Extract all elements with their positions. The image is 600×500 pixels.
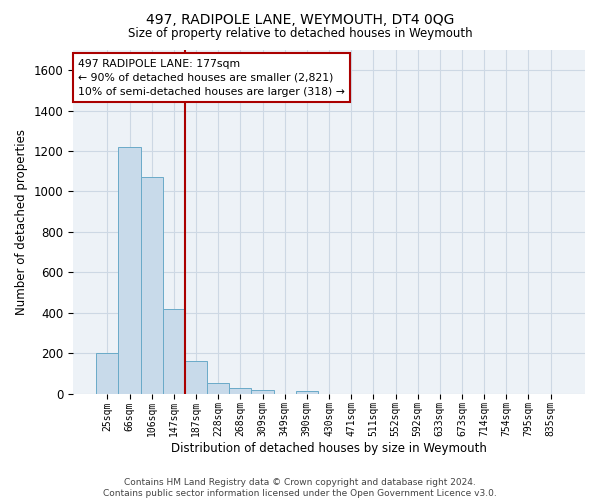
Y-axis label: Number of detached properties: Number of detached properties	[15, 129, 28, 315]
Bar	[296, 390, 318, 394]
X-axis label: Distribution of detached houses by size in Weymouth: Distribution of detached houses by size …	[171, 442, 487, 455]
Bar	[140, 178, 163, 394]
Bar	[118, 147, 140, 394]
Text: Contains HM Land Registry data © Crown copyright and database right 2024.
Contai: Contains HM Land Registry data © Crown c…	[103, 478, 497, 498]
Bar	[96, 353, 118, 394]
Bar	[163, 308, 185, 394]
Text: 497 RADIPOLE LANE: 177sqm
← 90% of detached houses are smaller (2,821)
10% of se: 497 RADIPOLE LANE: 177sqm ← 90% of detac…	[78, 58, 345, 96]
Bar	[229, 388, 251, 394]
Bar	[185, 361, 207, 394]
Text: 497, RADIPOLE LANE, WEYMOUTH, DT4 0QG: 497, RADIPOLE LANE, WEYMOUTH, DT4 0QG	[146, 12, 454, 26]
Bar	[207, 383, 229, 394]
Bar	[251, 390, 274, 394]
Text: Size of property relative to detached houses in Weymouth: Size of property relative to detached ho…	[128, 28, 472, 40]
